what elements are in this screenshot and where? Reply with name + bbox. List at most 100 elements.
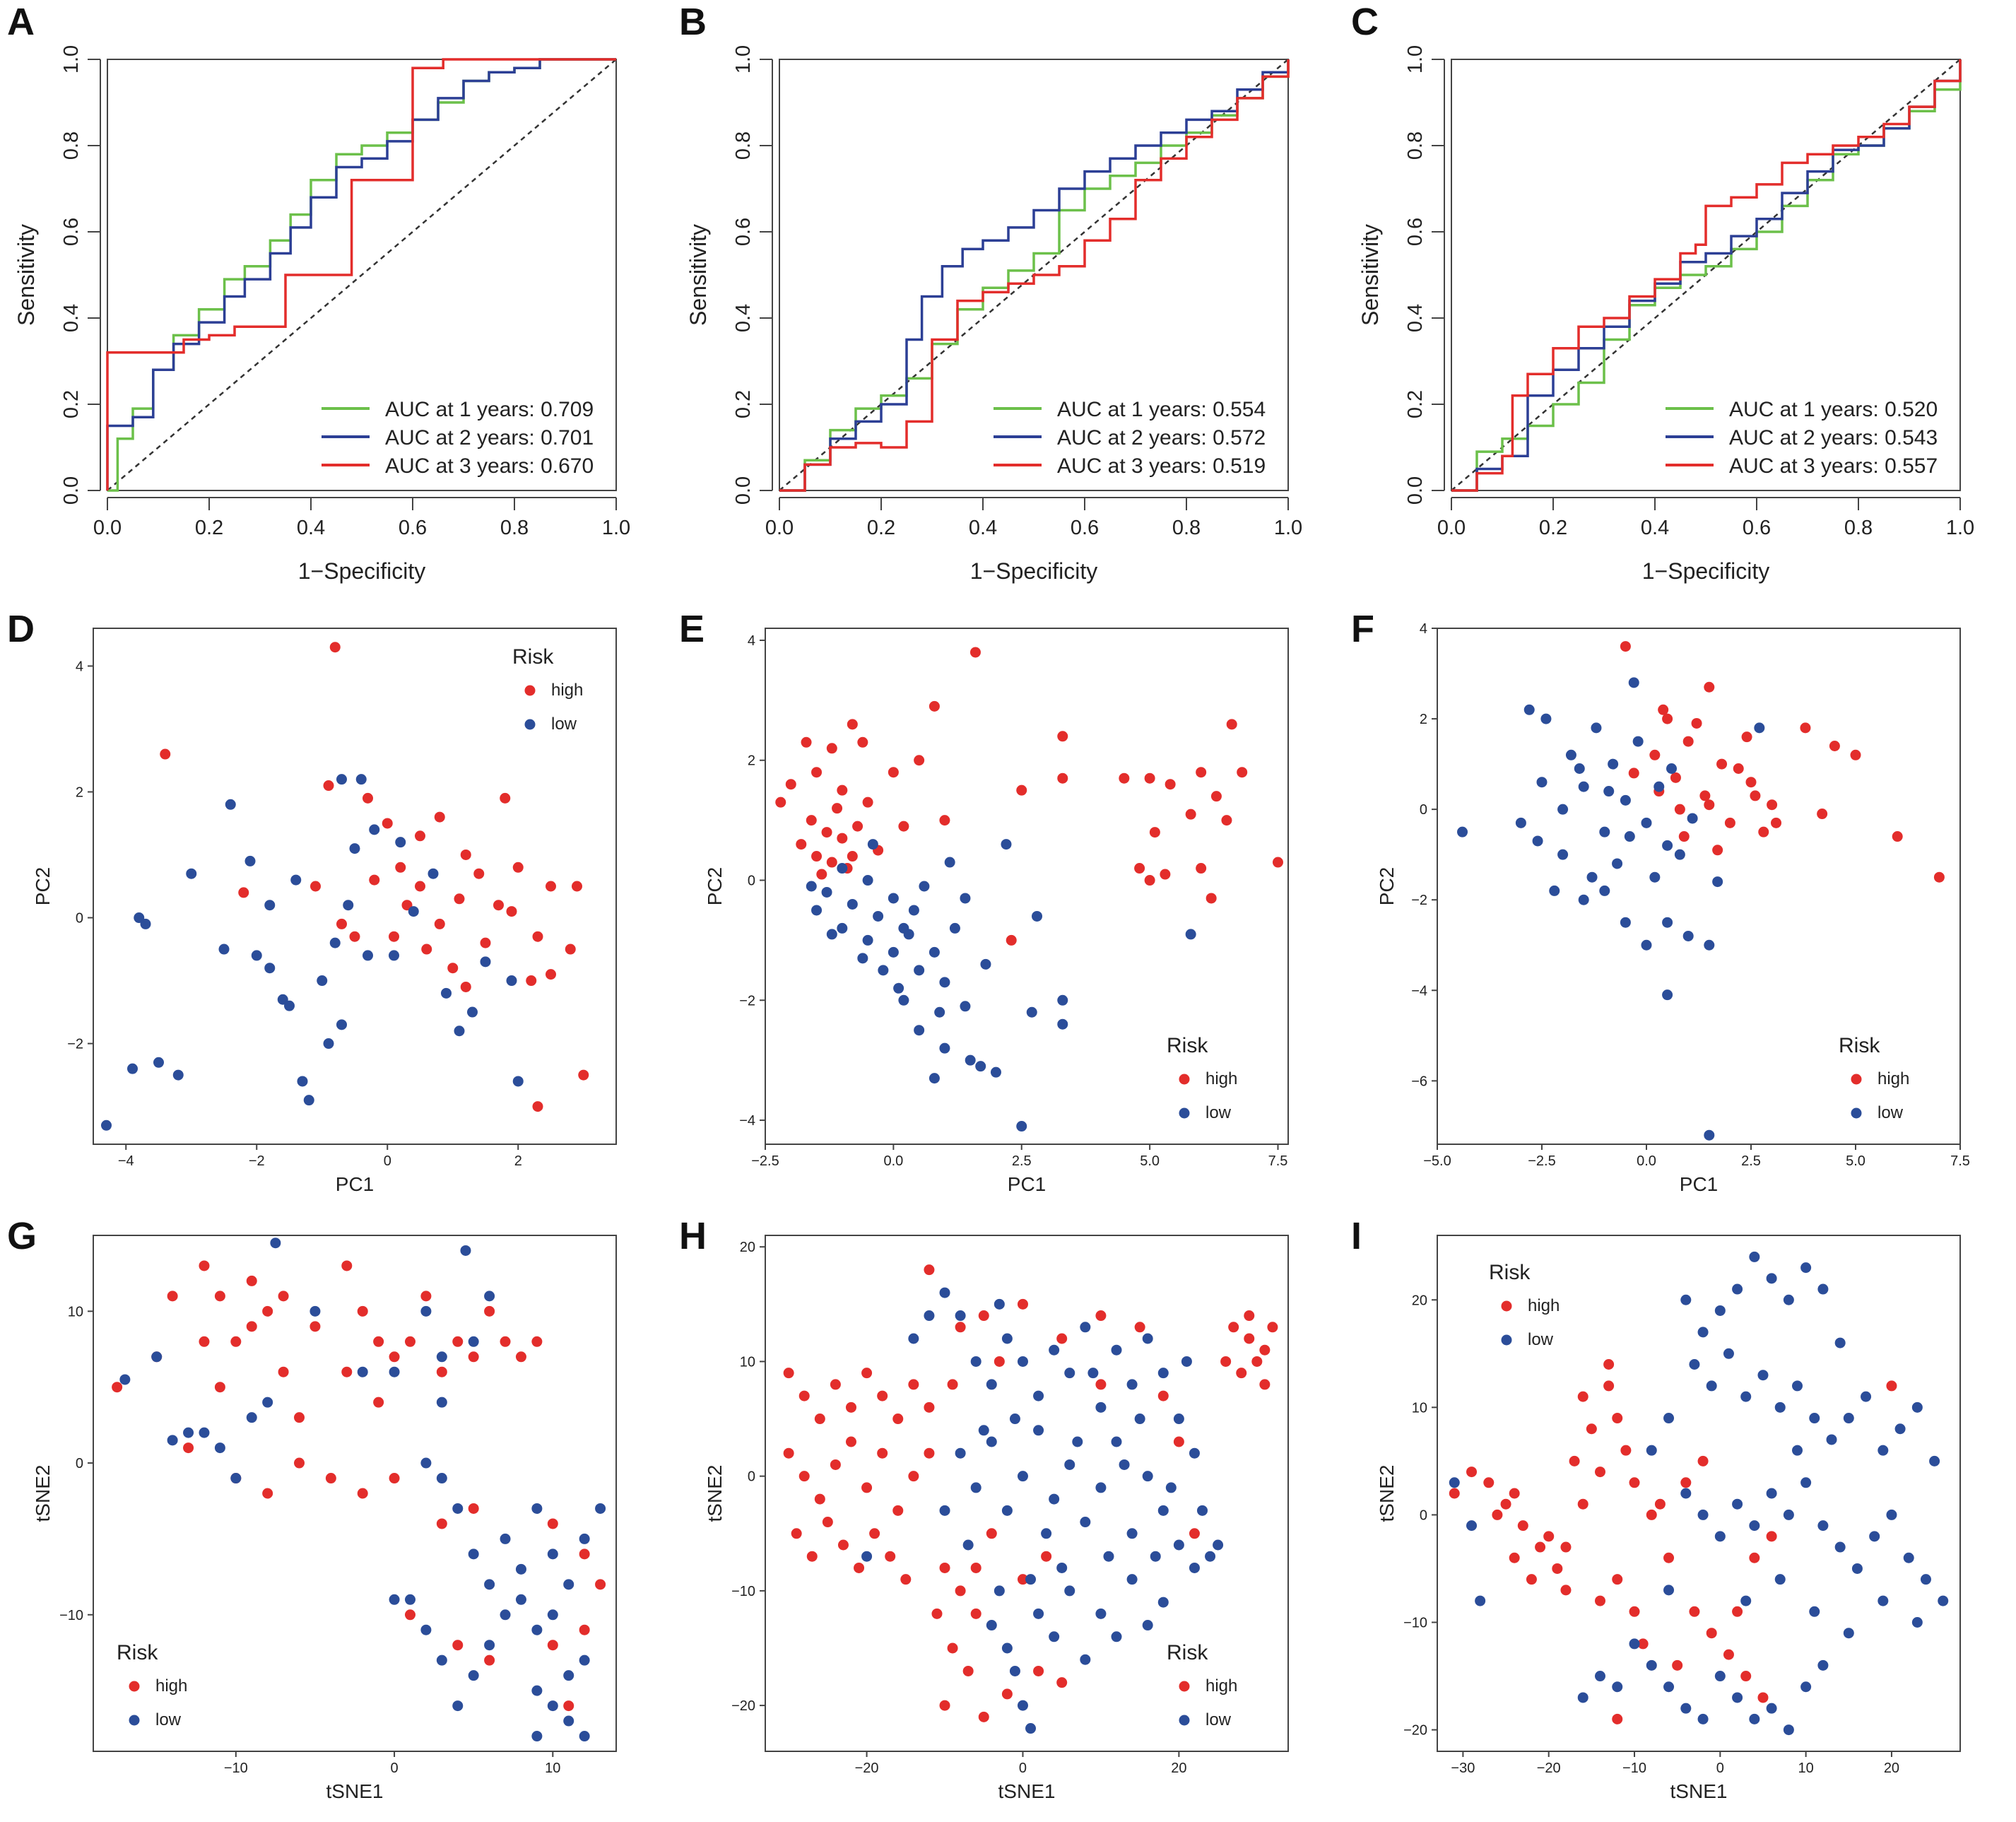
high-point xyxy=(1033,1665,1044,1676)
high-point xyxy=(1251,1356,1263,1367)
high-point xyxy=(1210,791,1222,802)
legend-label: low xyxy=(551,715,577,734)
y-tick-label: 0 xyxy=(76,1456,83,1471)
low-point xyxy=(1578,781,1589,792)
high-point xyxy=(1637,1638,1649,1650)
low-point xyxy=(878,965,889,976)
high-point xyxy=(1569,1455,1580,1467)
high-point xyxy=(1259,1344,1271,1356)
y-tick-label: 0 xyxy=(76,911,83,927)
low-point xyxy=(1049,1344,1060,1356)
low-point xyxy=(119,1374,131,1385)
high-point xyxy=(1492,1509,1503,1520)
high-point xyxy=(404,1609,415,1621)
high-point xyxy=(796,839,807,850)
low-point xyxy=(515,1563,526,1575)
low-point xyxy=(1903,1552,1914,1563)
low-point xyxy=(1056,1562,1068,1573)
x-tick-label: 10 xyxy=(545,1761,560,1776)
y-axis-label: tSNE2 xyxy=(1376,1465,1398,1522)
plot-frame xyxy=(1437,1235,1961,1752)
low-point xyxy=(277,994,288,1005)
panel-label: C xyxy=(1351,1,1379,43)
low-point xyxy=(1826,1434,1837,1445)
y-tick-label: 0.2 xyxy=(60,390,83,418)
x-tick-label: 0.4 xyxy=(297,517,325,539)
high-point xyxy=(1483,1477,1495,1488)
high-point xyxy=(947,1379,958,1390)
high-point xyxy=(1603,1359,1615,1370)
low-point xyxy=(1142,1620,1153,1631)
high-point xyxy=(845,1401,856,1413)
low-point xyxy=(1594,1671,1605,1682)
x-tick-label: 5.0 xyxy=(1846,1153,1865,1169)
x-tick-label: 10 xyxy=(1798,1761,1814,1776)
low-point xyxy=(1087,1368,1099,1379)
roc-chart: 0.0 0.2 0.4 0.6 0.8 1.0 0.0 0.2 0.4 0.6 0.8 1.0 1−Sp… xyxy=(1357,45,1974,584)
high-point xyxy=(1221,815,1232,826)
low-point xyxy=(468,1336,479,1347)
y-tick-label: 1.0 xyxy=(1404,45,1427,74)
low-point xyxy=(1064,1368,1075,1379)
low-point xyxy=(436,1351,447,1363)
high-point xyxy=(546,881,556,892)
low-point xyxy=(960,893,971,904)
low-point xyxy=(986,1620,997,1631)
low-point xyxy=(821,886,832,898)
high-point xyxy=(1723,1649,1734,1660)
low-point xyxy=(908,1333,919,1344)
x-tick-label: 0 xyxy=(1716,1761,1724,1776)
low-point xyxy=(1800,1477,1812,1488)
high-point xyxy=(1244,1333,1255,1344)
panel-d: D −4 −2 0 2 −2 0 2 4 PC1 PC2 Risk high low xyxy=(0,607,672,1214)
low-point xyxy=(1654,781,1665,792)
high-point xyxy=(1603,1380,1615,1392)
legend-marker xyxy=(1501,1300,1512,1312)
high-point xyxy=(278,1366,289,1377)
low-point xyxy=(1697,1509,1709,1520)
x-tick-label: 0.8 xyxy=(1844,517,1873,539)
low-point xyxy=(1766,1273,1777,1284)
high-point xyxy=(806,1551,818,1562)
low-point xyxy=(994,1298,1005,1310)
low-point xyxy=(214,1442,225,1454)
low-point xyxy=(454,1025,465,1037)
low-point xyxy=(1142,1471,1153,1482)
high-point xyxy=(783,1368,794,1379)
legend-marker xyxy=(1179,1107,1190,1119)
low-point xyxy=(1704,1129,1715,1141)
low-point xyxy=(395,837,406,848)
high-point xyxy=(325,1473,336,1484)
high-point xyxy=(1267,1322,1278,1333)
low-point xyxy=(1649,871,1661,883)
low-point xyxy=(1080,1654,1091,1665)
high-point xyxy=(892,1505,904,1516)
y-tick-label: −10 xyxy=(731,1584,755,1599)
high-point xyxy=(579,1624,590,1635)
high-point xyxy=(532,931,543,942)
legend-marker xyxy=(1179,1715,1190,1726)
high-point xyxy=(801,736,812,748)
low-point xyxy=(1680,1703,1692,1714)
y-tick-label: 4 xyxy=(1420,621,1427,637)
high-point xyxy=(1745,777,1757,788)
y-tick-label: 0.4 xyxy=(1404,304,1427,332)
low-point xyxy=(531,1731,543,1742)
x-axis-label: tSNE1 xyxy=(998,1780,1056,1802)
high-point xyxy=(1543,1531,1555,1542)
low-point xyxy=(1834,1337,1846,1348)
low-point xyxy=(1740,1391,1752,1402)
high-point xyxy=(1095,1310,1107,1322)
low-point xyxy=(1817,1520,1829,1532)
low-point xyxy=(1774,1401,1786,1413)
high-point xyxy=(1680,1477,1692,1488)
high-point xyxy=(857,736,868,748)
high-point xyxy=(1691,717,1702,729)
high-point xyxy=(854,1562,865,1573)
low-point xyxy=(1714,1531,1726,1542)
legend-label: AUC at 3 years: 0.670 xyxy=(385,454,594,478)
high-point xyxy=(389,931,399,942)
low-point xyxy=(452,1503,464,1514)
high-point xyxy=(349,931,360,942)
low-point xyxy=(515,1594,526,1605)
